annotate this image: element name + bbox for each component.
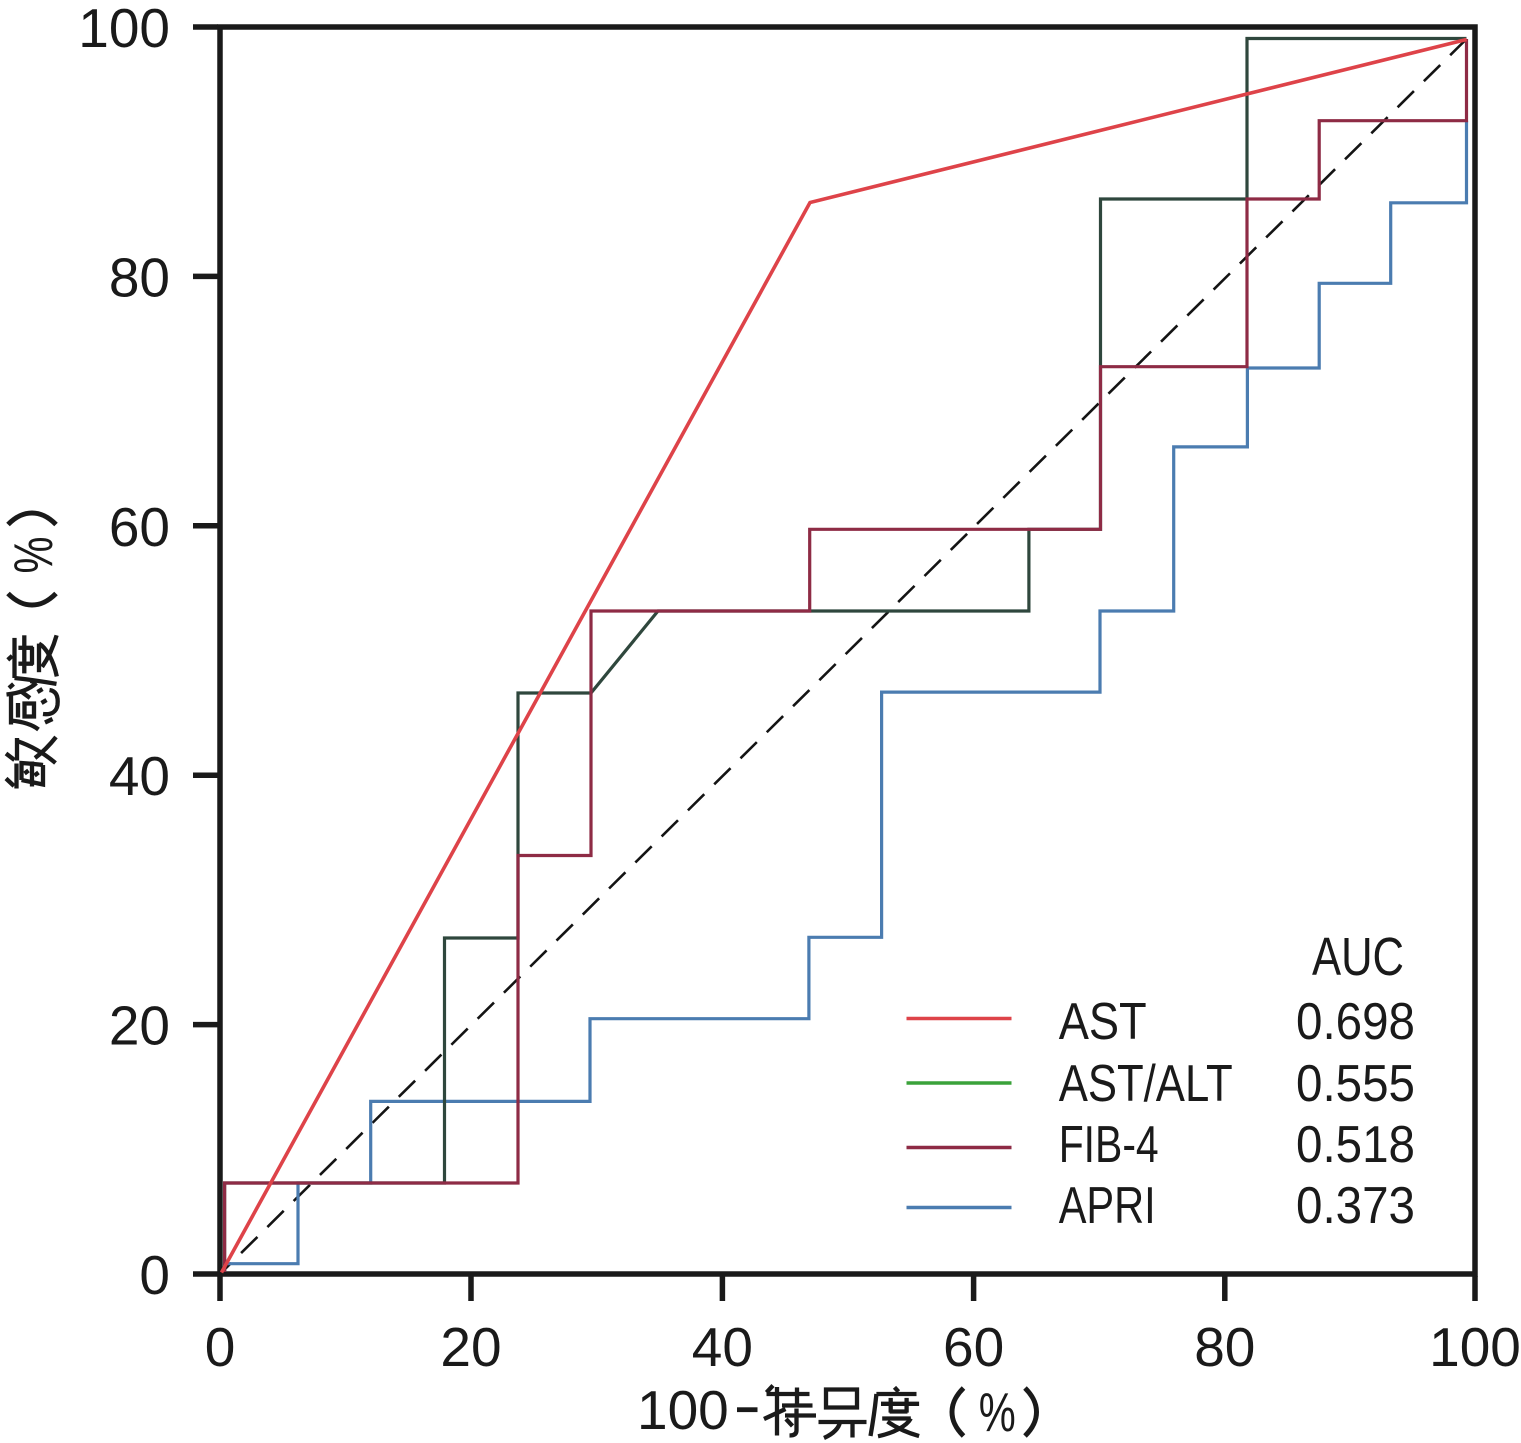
svg-text:0.555: 0.555	[1296, 1055, 1415, 1113]
svg-text:0: 0	[205, 1316, 236, 1378]
svg-text:60: 60	[943, 1316, 1004, 1378]
svg-text:AST: AST	[1059, 993, 1147, 1051]
svg-text:AST/ALT: AST/ALT	[1059, 1055, 1233, 1113]
svg-text:0.373: 0.373	[1296, 1177, 1415, 1235]
svg-text:80: 80	[109, 246, 170, 308]
svg-text:%: %	[979, 1381, 1016, 1443]
svg-text:100: 100	[78, 0, 170, 59]
svg-text:FIB-4: FIB-4	[1059, 1116, 1159, 1174]
svg-text:20: 20	[109, 995, 170, 1057]
svg-text:40: 40	[109, 745, 170, 807]
svg-text:80: 80	[1194, 1316, 1255, 1378]
svg-text:40: 40	[692, 1316, 753, 1378]
svg-text:0: 0	[139, 1244, 170, 1306]
svg-text:100: 100	[1429, 1316, 1521, 1378]
svg-text:AUC: AUC	[1312, 927, 1404, 987]
svg-text:60: 60	[109, 496, 170, 558]
svg-text:0.698: 0.698	[1296, 993, 1415, 1051]
svg-text:100: 100	[637, 1379, 729, 1441]
svg-text:20: 20	[440, 1316, 501, 1378]
svg-text:APRI: APRI	[1059, 1177, 1156, 1235]
svg-text:0.518: 0.518	[1296, 1116, 1415, 1174]
svg-text:%: %	[2, 537, 64, 574]
